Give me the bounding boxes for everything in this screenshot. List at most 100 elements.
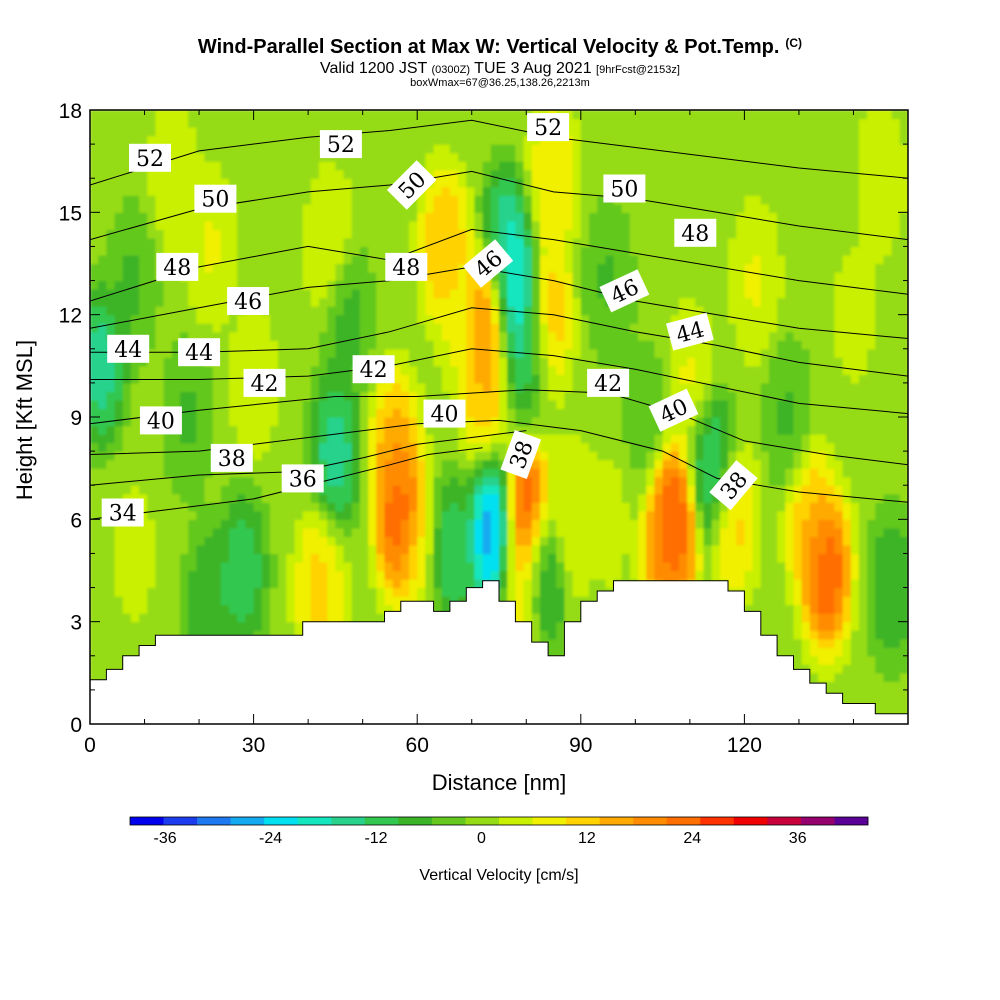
velocity-cell (752, 374, 762, 384)
velocity-cell (875, 493, 885, 503)
velocity-cell (114, 570, 124, 580)
velocity-cell (867, 604, 876, 614)
velocity-cell (212, 527, 222, 537)
velocity-cell (474, 314, 484, 324)
velocity-cell (539, 536, 549, 546)
velocity-cell (785, 527, 795, 537)
velocity-cell (564, 587, 574, 597)
velocity-cell (122, 365, 132, 375)
velocity-cell (629, 561, 639, 572)
velocity-cell (335, 485, 345, 495)
velocity-cell (662, 476, 672, 486)
velocity-cell (801, 451, 811, 461)
velocity-cell (539, 417, 549, 427)
velocity-cell (392, 297, 402, 307)
velocity-cell (507, 382, 516, 393)
velocity-cell (220, 357, 230, 367)
velocity-cell (785, 519, 795, 529)
velocity-cell (359, 596, 369, 606)
velocity-cell (818, 647, 827, 657)
velocity-cell (875, 630, 885, 640)
velocity-cell (629, 502, 639, 512)
velocity-cell (122, 425, 132, 435)
velocity-cell (106, 655, 116, 665)
velocity-cell (384, 587, 394, 597)
velocity-cell (728, 527, 737, 537)
velocity-cell (229, 579, 238, 589)
velocity-cell (507, 374, 516, 384)
velocity-cell (327, 544, 336, 555)
velocity-cell (278, 493, 287, 503)
velocity-cell (220, 561, 230, 572)
velocity-cell (188, 561, 197, 572)
velocity-cell (269, 399, 279, 410)
velocity-cell (376, 434, 386, 444)
velocity-cell (269, 510, 279, 520)
velocity-cell (409, 442, 418, 452)
velocity-cell (670, 382, 680, 393)
velocity-cell (777, 485, 786, 495)
velocity-cell (858, 485, 868, 495)
velocity-cell (368, 399, 377, 410)
velocity-cell (588, 425, 598, 435)
velocity-cell (597, 493, 606, 503)
velocity-cell (319, 408, 328, 418)
velocity-cell (425, 297, 435, 307)
velocity-cell (449, 587, 459, 597)
velocity-cell (818, 493, 827, 503)
velocity-cell (171, 306, 181, 316)
velocity-cell (646, 434, 656, 444)
velocity-cell (760, 442, 770, 452)
velocity-cell (752, 442, 762, 452)
velocity-cell (278, 527, 287, 537)
velocity-cell (368, 493, 377, 503)
velocity-cell (474, 459, 484, 469)
velocity-cell (294, 442, 304, 452)
velocity-cell (580, 417, 590, 427)
velocity-cell (883, 527, 893, 537)
velocity-cell (785, 630, 795, 640)
velocity-cell (629, 297, 639, 307)
velocity-cell (899, 596, 908, 606)
velocity-cell (441, 527, 451, 537)
velocity-cell (188, 510, 197, 520)
velocity-cell (752, 519, 762, 529)
velocity-cell (400, 357, 410, 367)
velocity-cell (359, 587, 369, 597)
velocity-cell (212, 314, 222, 324)
velocity-cell (441, 374, 451, 384)
velocity-cell (319, 553, 328, 563)
velocity-cell (564, 502, 574, 512)
velocity-cell (163, 451, 173, 461)
velocity-cell (425, 323, 435, 333)
velocity-cell (327, 579, 336, 589)
velocity-cell (867, 579, 876, 589)
chart-subtitle: Valid 1200 JST (0300Z) TUE 3 Aug 2021 [9… (0, 60, 1000, 78)
velocity-cell (678, 476, 688, 486)
velocity-cell (392, 331, 402, 341)
velocity-cell (351, 425, 361, 435)
velocity-cell (867, 417, 876, 427)
velocity-cell (368, 579, 377, 589)
velocity-cell (171, 374, 181, 384)
velocity-cell (327, 451, 336, 461)
velocity-cell (229, 348, 238, 358)
velocity-cell (466, 451, 476, 461)
velocity-cell (114, 323, 124, 333)
velocity-cell (883, 493, 893, 503)
velocity-cell (237, 374, 247, 384)
velocity-cell (850, 527, 860, 537)
velocity-cell (711, 365, 721, 375)
velocity-cell (335, 579, 345, 589)
velocity-cell (319, 417, 328, 427)
velocity-cell (343, 587, 353, 597)
velocity-cell (629, 382, 639, 393)
velocity-cell (580, 493, 590, 503)
velocity-cell (605, 519, 615, 529)
velocity-cell (629, 434, 639, 444)
velocity-cell (147, 434, 157, 444)
velocity-cell (179, 630, 189, 640)
velocity-cell (523, 519, 533, 529)
velocity-cell (433, 596, 443, 606)
velocity-cell (858, 698, 868, 708)
